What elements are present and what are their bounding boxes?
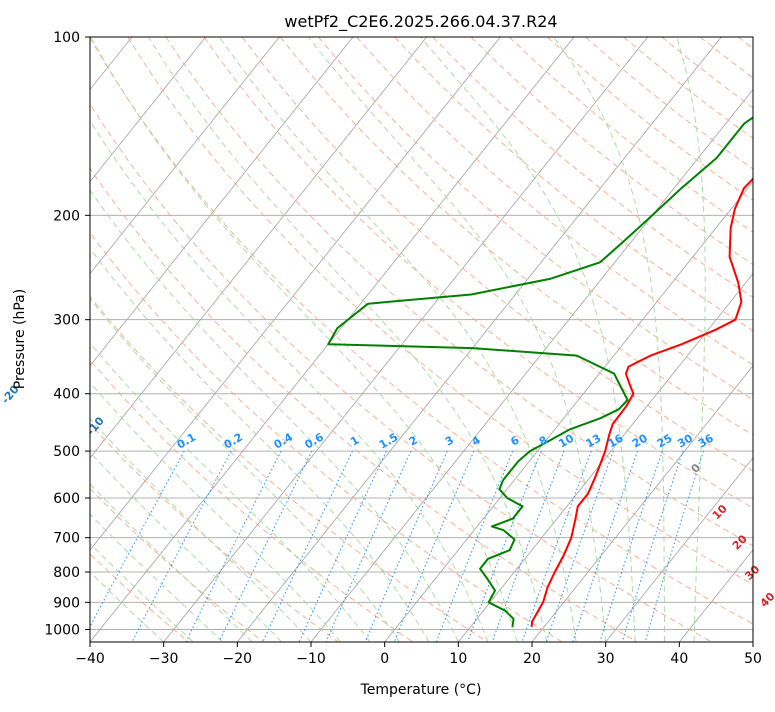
x-tick-label: −30 (149, 651, 179, 667)
chart-title: wetPf2_C2E6.2025.266.04.37.R24 (284, 12, 557, 32)
x-tick-label: −40 (75, 651, 105, 667)
x-tick-label: −10 (296, 651, 326, 667)
y-tick-label: 500 (53, 444, 80, 460)
y-tick-label: 100 (53, 30, 80, 46)
y-tick-label: 200 (53, 208, 80, 224)
y-tick-label: 900 (53, 595, 80, 611)
x-tick-label: 30 (597, 651, 615, 667)
y-tick-label: 600 (53, 491, 80, 507)
x-tick-label: 40 (670, 651, 688, 667)
x-axis-label: Temperature (°C) (360, 682, 482, 698)
x-tick-label: 50 (744, 651, 762, 667)
x-tick-label: 20 (523, 651, 541, 667)
x-tick-label: 10 (449, 651, 467, 667)
y-tick-label: 300 (53, 313, 80, 329)
y-tick-label: 1000 (44, 622, 80, 638)
y-axis-label: Pressure (hPa) (12, 289, 28, 389)
y-tick-label: 400 (53, 387, 80, 403)
y-tick-label: 700 (53, 531, 80, 547)
x-tick-label: −20 (223, 651, 253, 667)
y-tick-label: 800 (53, 565, 80, 581)
x-tick-label: 0 (380, 651, 389, 667)
